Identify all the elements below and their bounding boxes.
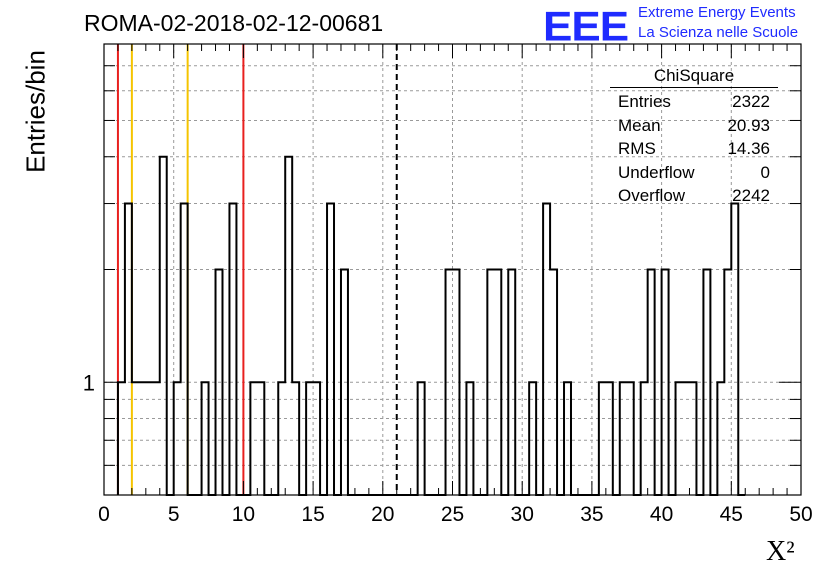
logo-subtitle-1: Extreme Energy Events	[638, 4, 796, 21]
stats-title: ChiSquare	[610, 66, 778, 88]
stats-row: Overflow 2242	[610, 184, 778, 208]
stats-row: RMS 14.36	[610, 137, 778, 161]
stats-row: Mean 20.93	[610, 114, 778, 138]
x-axis-label: X²	[766, 536, 795, 567]
y-axis-ticks: 1	[83, 65, 801, 466]
stats-value: 20.93	[727, 115, 770, 135]
stats-value: 14.36	[727, 139, 770, 158]
stats-label: RMS	[618, 139, 656, 158]
y-axis-label: Entries/bin	[20, 50, 51, 173]
y-tick-label: 1	[83, 370, 95, 395]
stats-label: Mean	[618, 115, 661, 135]
x-tick-label: 50	[789, 503, 812, 526]
x-tick-label: 30	[511, 503, 534, 526]
x-tick-label: 10	[232, 503, 255, 526]
stats-label: Overflow	[618, 186, 686, 205]
x-tick-label: 20	[371, 503, 394, 526]
x-tick-label: 40	[650, 503, 673, 526]
stats-value: 2242	[732, 186, 770, 205]
x-axis-ticks: 0 5 10 15 20 25 30 35 40 45 50	[98, 44, 813, 526]
stats-value: 0	[760, 162, 770, 182]
stats-label: Entries	[618, 92, 671, 111]
x-tick-label: 25	[441, 503, 464, 526]
stats-row: Underflow 0	[610, 161, 778, 185]
grid-lines	[104, 44, 801, 495]
x-tick-label: 5	[168, 503, 180, 526]
stats-box: ChiSquare Entries 2322 Mean 20.93 RMS 14…	[610, 66, 778, 208]
stats-row: Entries 2322	[610, 90, 778, 114]
stats-label: Underflow	[618, 162, 695, 182]
logo-subtitle-2: La Scienza nelle Scuole	[638, 24, 799, 41]
x-tick-label: 35	[580, 503, 603, 526]
x-tick-label: 0	[98, 503, 110, 526]
eee-logo: EEE	[543, 3, 629, 50]
x-tick-label: 45	[720, 503, 743, 526]
chart-title: ROMA-02-2018-02-12-00681	[84, 10, 384, 36]
x-tick-label: 15	[301, 503, 324, 526]
stats-value: 2322	[732, 92, 770, 111]
